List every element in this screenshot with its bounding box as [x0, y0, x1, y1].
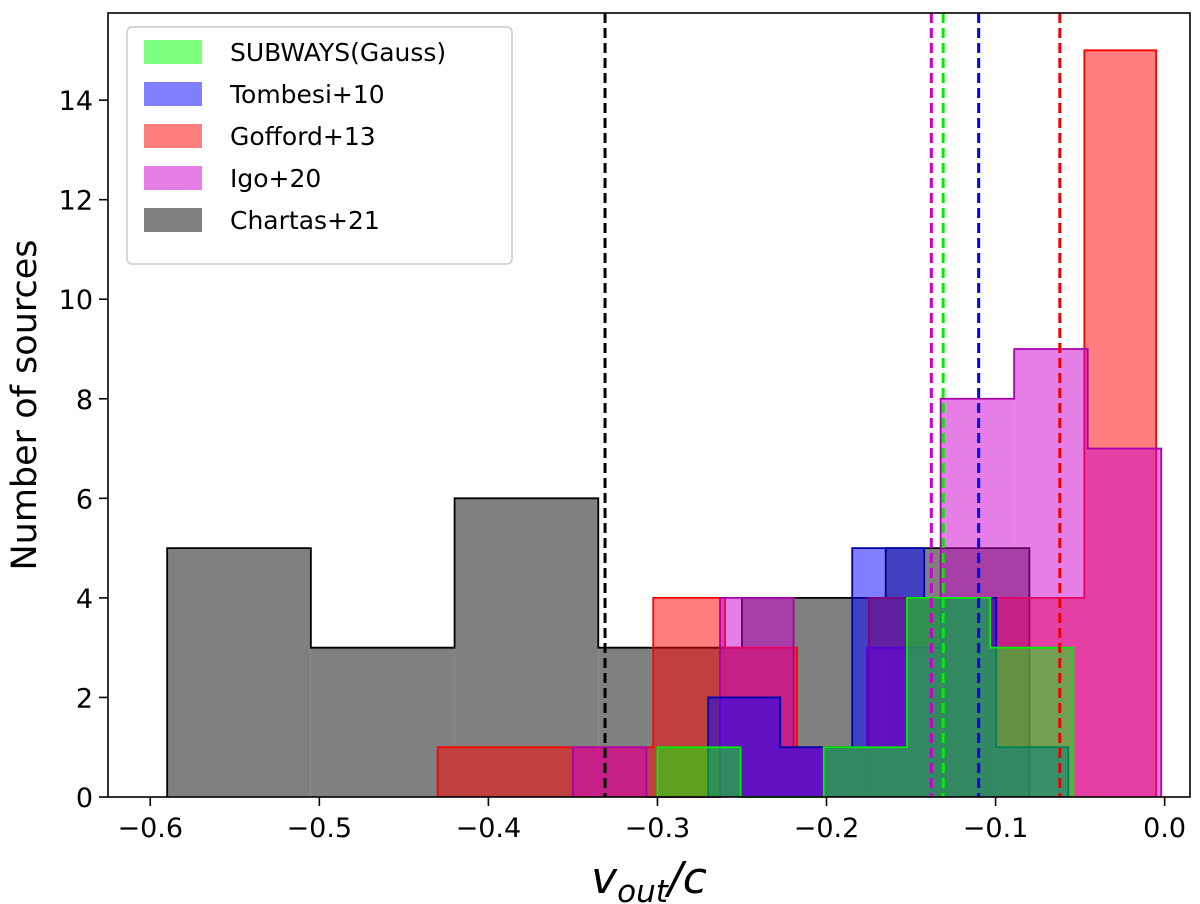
bar-subways-gauss-2 [823, 747, 907, 797]
y-tick-label: 12 [59, 186, 93, 217]
mean-lines [603, 13, 1062, 797]
bar-chartas-21-1 [310, 647, 455, 797]
legend-label-igo-20: Igo+20 [230, 164, 321, 193]
y-tick-label: 4 [76, 584, 93, 615]
outline-subways-gauss [656, 596, 1075, 798]
legend-label-chartas-21: Chartas+21 [230, 206, 380, 235]
y-tick-label: 10 [59, 285, 93, 316]
legend-swatch-chartas-21 [144, 208, 202, 232]
y-tick-label: 2 [76, 683, 93, 714]
plot-frame [107, 12, 1191, 798]
histogram-bars [166, 49, 1163, 798]
legend-swatch-subways-gauss [144, 40, 202, 64]
series-subways-gauss [656, 596, 1075, 798]
legend-swatch-gofford-13 [144, 124, 202, 148]
bar-subways-gauss-3 [906, 597, 991, 797]
x-tick-label: −0.2 [794, 813, 860, 844]
x-tick-label: 0.0 [1143, 813, 1186, 844]
x-tick-label: −0.3 [625, 813, 691, 844]
bar-gofford-13-0 [437, 747, 510, 797]
legend-label-tombesi-10: Tombesi+10 [229, 80, 385, 109]
y-axis-label: Number of sources [5, 239, 45, 570]
legend-box [126, 26, 513, 265]
y-axis: 0 2 4 6 8 10 12 14 [59, 86, 108, 814]
bar-igo-20-0 [572, 747, 647, 797]
y-tick-label: 6 [76, 484, 93, 515]
x-axis: −0.6 −0.5 −0.4 −0.3 −0.2 −0.1 0.0 [117, 797, 1186, 844]
x-tick-label: −0.4 [456, 813, 522, 844]
x-tick-label: −0.6 [117, 813, 183, 844]
y-tick-label: 0 [76, 783, 93, 814]
bar-subways-gauss-0 [657, 747, 741, 797]
legend: SUBWAYS(Gauss) Tombesi+10 Gofford+13 Igo+20… [126, 26, 513, 265]
legend-label-subways-gauss: SUBWAYS(Gauss) [230, 38, 446, 67]
y-tick-label: 14 [59, 86, 93, 117]
x-axis-label: vout/c [591, 853, 707, 904]
legend-label-gofford-13: Gofford+13 [230, 122, 376, 151]
x-tick-label: −0.5 [287, 813, 353, 844]
bar-igo-20-7 [1087, 448, 1162, 797]
y-tick-label: 8 [76, 385, 93, 416]
bar-gofford-13-1 [509, 747, 582, 797]
legend-swatch-igo-20 [144, 166, 202, 190]
legend-swatch-tombesi-10 [144, 82, 202, 106]
bar-chartas-21-0 [167, 548, 311, 797]
x-tick-label: −0.1 [963, 813, 1029, 844]
